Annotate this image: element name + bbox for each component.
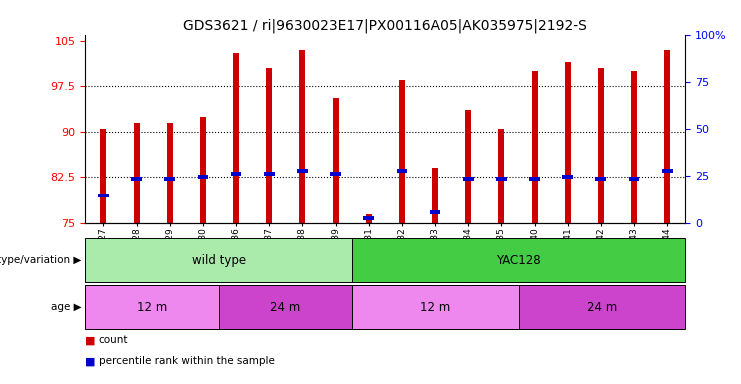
Bar xyxy=(396,169,408,173)
Bar xyxy=(299,50,305,223)
Bar xyxy=(363,216,374,220)
Text: ■: ■ xyxy=(85,335,96,345)
Bar xyxy=(330,172,341,176)
Text: age ▶: age ▶ xyxy=(51,302,82,313)
Bar xyxy=(200,116,206,223)
Text: 12 m: 12 m xyxy=(137,301,167,314)
Bar xyxy=(664,50,670,223)
Text: 24 m: 24 m xyxy=(587,301,617,314)
Bar xyxy=(297,169,308,173)
Bar xyxy=(628,177,639,181)
Bar xyxy=(230,172,242,176)
Bar xyxy=(598,68,604,223)
Bar xyxy=(167,122,173,223)
Text: 12 m: 12 m xyxy=(420,301,451,314)
Bar xyxy=(662,169,673,173)
Bar xyxy=(496,177,507,181)
Bar xyxy=(264,172,275,176)
Bar xyxy=(98,194,109,197)
Bar xyxy=(463,177,473,181)
Text: 24 m: 24 m xyxy=(270,301,300,314)
Bar xyxy=(531,71,537,223)
Bar xyxy=(565,62,571,223)
Bar xyxy=(198,175,208,179)
Bar xyxy=(101,129,107,223)
Bar xyxy=(529,177,540,181)
Bar xyxy=(432,168,438,223)
Bar xyxy=(131,177,142,181)
Text: wild type: wild type xyxy=(191,254,246,266)
Bar xyxy=(596,177,606,181)
Title: GDS3621 / ri|9630023E17|PX00116A05|AK035975|2192-S: GDS3621 / ri|9630023E17|PX00116A05|AK035… xyxy=(183,18,588,33)
Bar xyxy=(366,214,372,223)
Text: YAC128: YAC128 xyxy=(496,254,541,266)
Bar xyxy=(266,68,272,223)
Bar xyxy=(333,98,339,223)
Bar xyxy=(233,53,239,223)
Bar xyxy=(562,175,573,179)
Bar xyxy=(165,177,175,181)
Bar xyxy=(399,80,405,223)
Bar xyxy=(631,71,637,223)
Bar xyxy=(430,210,440,214)
Text: genotype/variation ▶: genotype/variation ▶ xyxy=(0,255,82,265)
Bar xyxy=(465,111,471,223)
Text: ■: ■ xyxy=(85,356,96,366)
Bar xyxy=(133,122,139,223)
Bar xyxy=(499,129,505,223)
Text: percentile rank within the sample: percentile rank within the sample xyxy=(99,356,274,366)
Text: count: count xyxy=(99,335,128,345)
